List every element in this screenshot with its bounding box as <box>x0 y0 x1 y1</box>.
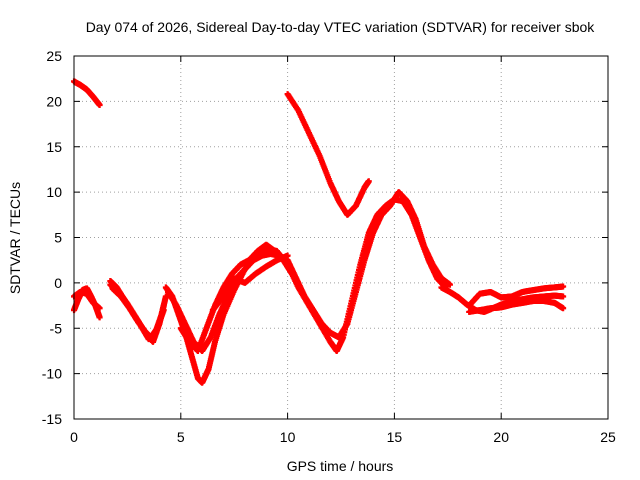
x-tick-label: 10 <box>280 429 296 445</box>
data-point <box>96 102 103 109</box>
y-tick-label: 5 <box>54 230 62 246</box>
series-arc-4d <box>209 252 291 314</box>
x-tick-label: 20 <box>493 429 509 445</box>
y-axis-label: SDTVAR / TECUs <box>7 182 23 294</box>
plot-frame <box>73 55 609 420</box>
y-tick-label: 25 <box>46 48 62 64</box>
series-arc-3c <box>107 281 167 341</box>
data-point <box>160 307 167 314</box>
data-point <box>560 293 567 300</box>
y-tick-label: -15 <box>42 411 62 427</box>
series-arc-5 <box>284 91 372 218</box>
data-point <box>560 305 567 312</box>
axis-ticks: 0 5 10 15 20 25 -15 -10 -5 0 5 10 15 20 25 <box>42 48 616 445</box>
data-point <box>365 178 372 185</box>
y-tick-label: -10 <box>42 366 62 382</box>
data-point <box>560 283 567 290</box>
x-tick-label: 0 <box>70 429 78 445</box>
data-point <box>284 252 291 259</box>
x-axis-label: GPS time / hours <box>287 458 394 474</box>
x-tick-label: 5 <box>177 429 185 445</box>
series-arc-4a <box>162 196 449 386</box>
y-tick-label: 15 <box>46 139 62 155</box>
y-tick-label: 0 <box>54 275 62 291</box>
series-arc-6c <box>466 298 567 315</box>
x-tick-label: 25 <box>600 429 616 445</box>
series-arc-6b <box>466 283 567 309</box>
x-tick-label: 15 <box>387 429 403 445</box>
data-point <box>446 281 453 288</box>
data-point <box>288 270 295 277</box>
y-tick-label: 10 <box>46 184 62 200</box>
y-tick-label: -5 <box>50 320 63 336</box>
chart-title: Day 074 of 2026, Sidereal Day-to-day VTE… <box>86 19 596 35</box>
data-series <box>71 78 567 386</box>
grid-lines <box>74 56 608 419</box>
series-arc-2b <box>71 288 103 312</box>
series-arc-4c <box>177 241 295 354</box>
series-arc-1 <box>71 78 103 109</box>
data-point <box>96 305 103 312</box>
data-point <box>96 314 103 321</box>
y-tick-label: 20 <box>46 93 62 109</box>
